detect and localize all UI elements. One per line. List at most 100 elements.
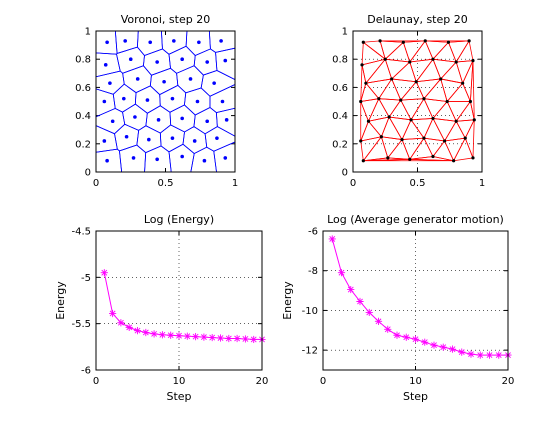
generator-point <box>446 40 451 44</box>
delaunay-triangle <box>455 39 474 63</box>
chart-title: Voronoi, step 20 <box>121 13 210 26</box>
delaunay-triangle <box>415 58 442 83</box>
delaunay-triangle <box>388 99 412 121</box>
data-point-marker <box>411 335 420 343</box>
data-point-marker <box>241 335 249 343</box>
delaunay-triangle <box>401 119 425 141</box>
y-tick-label: 0.4 <box>332 111 348 122</box>
generator-point <box>454 119 458 123</box>
generator-point <box>180 116 184 121</box>
generator-point <box>442 139 447 143</box>
generator-point <box>105 40 109 45</box>
delaunay-triangle <box>391 78 417 101</box>
delaunay-triangle <box>390 61 417 83</box>
delaunay-triangle <box>443 120 466 142</box>
data-point-marker <box>430 341 438 349</box>
generator-point <box>360 63 364 67</box>
y-tick-label: 0 <box>342 168 348 179</box>
generator-point <box>387 115 391 119</box>
data-point-marker <box>374 317 383 325</box>
x-tick-label: 0 <box>350 178 356 189</box>
chart-title: Log (Average generator motion) <box>327 213 504 226</box>
data-point-marker <box>393 331 401 339</box>
data-point-marker <box>495 351 503 359</box>
y-tick-label: 0.4 <box>75 111 91 122</box>
generator-point <box>378 39 382 43</box>
generator-point <box>195 99 200 104</box>
data-point-marker <box>208 333 216 342</box>
y-tick-label: 0.2 <box>332 139 348 150</box>
generator-point <box>386 156 390 160</box>
generator-point <box>223 58 228 63</box>
voronoi-cell <box>215 107 236 137</box>
generator-point <box>102 139 107 143</box>
x-tick-label: 0 <box>320 376 326 387</box>
generator-point <box>439 77 443 81</box>
y-tick-label: -6 <box>81 366 91 377</box>
delaunay-triangle <box>380 116 403 141</box>
generator-point <box>454 60 458 64</box>
y-tick-label: 0.8 <box>332 55 348 66</box>
generator-point <box>180 57 184 61</box>
x-tick-label: 20 <box>502 376 515 387</box>
generator-point <box>122 96 126 101</box>
y-tick-label: -12 <box>302 346 318 357</box>
generator-point <box>110 119 115 124</box>
y-tick-label: 1 <box>342 27 348 38</box>
x-tick-label: 0.5 <box>158 178 174 189</box>
generator-point <box>102 99 107 104</box>
generator-point <box>472 118 476 122</box>
generator-point <box>390 77 394 81</box>
chart-title: Log (Energy) <box>144 213 214 226</box>
generator-point <box>445 99 449 104</box>
generator-point <box>364 81 368 85</box>
data-point-marker <box>485 351 494 359</box>
delaunay-triangle <box>387 138 411 160</box>
generator-point <box>431 116 435 121</box>
generator-point <box>155 157 159 162</box>
delaunay-triangle <box>432 100 457 122</box>
x-axis-label: Step <box>166 390 191 403</box>
delaunay-triangle <box>408 137 434 160</box>
generator-point <box>359 139 363 143</box>
y-tick-label: 0.6 <box>75 83 91 94</box>
generator-point <box>147 137 151 142</box>
delaunay-triangle <box>423 78 448 102</box>
delaunay-triangle <box>365 78 393 100</box>
data-point-marker <box>192 333 200 341</box>
data-point-marker <box>109 309 117 318</box>
y-axis-label: Energy <box>54 281 67 320</box>
generator-point <box>366 119 371 123</box>
data-point-marker <box>133 327 142 335</box>
x-axis-label: Step <box>403 390 428 403</box>
y-tick-label: -6 <box>308 227 318 238</box>
data-point-marker <box>233 334 241 343</box>
generator-point <box>379 135 383 139</box>
delaunay-triangle <box>399 81 425 101</box>
generator-point <box>409 118 413 122</box>
series-line <box>103 272 262 340</box>
generator-point <box>197 40 201 45</box>
generator-point <box>192 139 197 143</box>
generator-point <box>212 81 216 85</box>
generator-point <box>123 39 127 43</box>
generator-point <box>461 81 465 85</box>
data-point-marker <box>150 330 158 338</box>
delaunay-triangle <box>378 78 402 101</box>
data-point-marker <box>175 332 183 340</box>
delaunay-triangle <box>409 58 434 83</box>
generator-point <box>162 79 166 84</box>
subplot-1: Voronoi, step 20 0 0.5 1 0 0.2 0.4 0.6 0.8 1 <box>75 13 238 189</box>
y-tick-label: 0.8 <box>75 55 91 66</box>
generator-point <box>361 40 365 44</box>
generator-point <box>223 156 228 160</box>
voronoi-cell <box>95 125 118 153</box>
generator-point <box>383 57 387 61</box>
generator-point <box>452 159 456 163</box>
x-tick-label: 1 <box>479 178 485 189</box>
generator-point <box>408 60 412 64</box>
delaunay-triangle <box>455 119 475 140</box>
delaunay-triangle <box>439 61 464 84</box>
